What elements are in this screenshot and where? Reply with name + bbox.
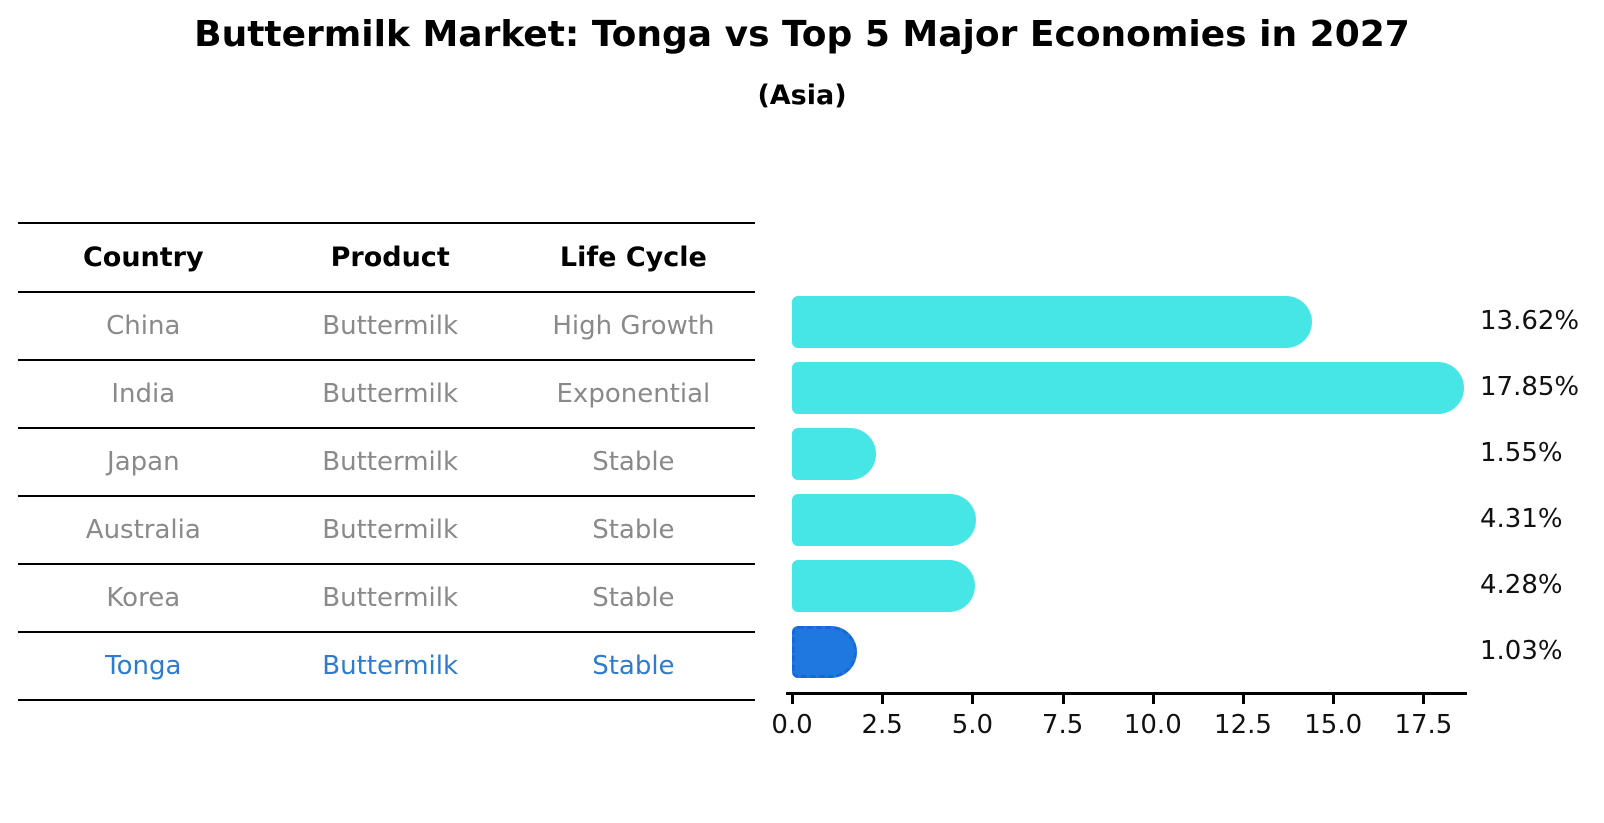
bar-japan (792, 428, 876, 480)
x-axis-tick-label: 10.0 (1123, 710, 1182, 740)
value-label-australia: 4.31% (1480, 504, 1563, 534)
x-axis-tick-label: 2.5 (861, 710, 903, 740)
market-table: Country Product Life Cycle China Butterm… (18, 222, 755, 701)
bar-india (792, 362, 1464, 414)
cell-country: Australia (85, 515, 201, 545)
x-axis-tick-label: 12.5 (1214, 710, 1272, 740)
value-label-korea: 4.28% (1480, 570, 1563, 600)
cell-country: Japan (107, 447, 180, 477)
x-axis-tick-label: 17.5 (1394, 710, 1453, 740)
cell-country: China (106, 311, 181, 341)
table-row-tonga: Tonga Buttermilk Stable (18, 633, 755, 701)
cell-product: Buttermilk (322, 583, 459, 613)
x-axis-tick (881, 695, 885, 704)
x-axis-tick (1061, 695, 1065, 704)
cell-life-cycle: Exponential (556, 379, 711, 409)
cell-life-cycle: Stable (592, 515, 675, 545)
x-axis-tick (791, 695, 794, 704)
bar-china (792, 296, 1312, 348)
chart-subtitle: (Asia) (757, 80, 847, 111)
table-header-row: Country Product Life Cycle (18, 224, 755, 293)
x-axis-tick (1151, 695, 1155, 704)
x-axis-line (786, 692, 1467, 695)
table-row-korea: Korea Buttermilk Stable (18, 565, 755, 633)
bar-korea (792, 560, 975, 612)
value-label-china: 13.62% (1480, 306, 1580, 336)
column-header-country: Country (82, 242, 204, 273)
table-row-china: China Buttermilk High Growth (18, 293, 755, 361)
table-row-australia: Australia Buttermilk Stable (18, 497, 755, 565)
bar-tonga (792, 626, 857, 678)
value-label-japan: 1.55% (1480, 438, 1563, 468)
chart-title: Buttermilk Market: Tonga vs Top 5 Major … (194, 14, 1410, 55)
value-label-india: 17.85% (1480, 372, 1580, 402)
x-axis-tick-label: 5.0 (951, 710, 994, 740)
bar-australia (792, 494, 976, 546)
cell-life-cycle: High Growth (552, 311, 715, 341)
column-header-product: Product (330, 242, 450, 273)
table-row-japan: Japan Buttermilk Stable (18, 429, 755, 497)
value-label-tonga: 1.03% (1480, 636, 1563, 666)
x-axis-tick-label: 0.0 (771, 710, 813, 740)
cell-product: Buttermilk (322, 311, 459, 341)
cell-life-cycle: Stable (592, 651, 675, 681)
column-header-life-cycle: Life Cycle (559, 242, 707, 273)
cell-product: Buttermilk (322, 651, 459, 681)
cell-product: Buttermilk (322, 379, 459, 409)
x-axis-tick (1332, 695, 1336, 704)
x-axis-tick (1242, 695, 1245, 704)
cell-country: India (111, 379, 176, 409)
x-axis-tick-label: 7.5 (1041, 710, 1084, 740)
cell-product: Buttermilk (322, 447, 459, 477)
table-row-india: India Buttermilk Exponential (18, 361, 755, 429)
cell-country: Tonga (105, 651, 182, 681)
cell-product: Buttermilk (322, 515, 459, 545)
cell-country: Korea (106, 583, 181, 613)
x-axis-tick (1422, 695, 1426, 704)
cell-life-cycle: Stable (592, 447, 675, 477)
x-axis-tick (971, 695, 975, 704)
cell-life-cycle: Stable (592, 583, 675, 613)
x-axis-tick-label: 15.0 (1304, 710, 1363, 740)
